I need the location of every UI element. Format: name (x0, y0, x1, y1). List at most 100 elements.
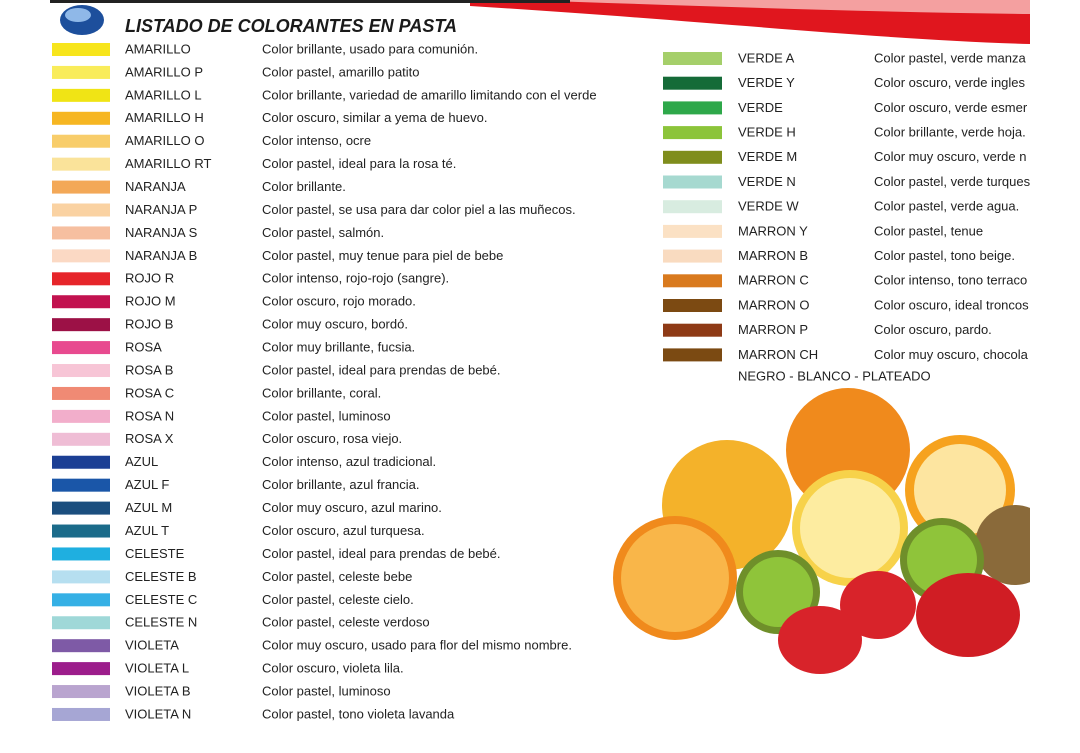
colorant-description: Color pastel, tenue (874, 223, 983, 238)
color-swatch (52, 432, 110, 446)
color-swatch (52, 501, 110, 515)
colorant-name: MARRON O (738, 297, 810, 312)
colorant-name: VIOLETA N (125, 706, 191, 721)
colorant-description: Color oscuro, similar a yema de huevo. (262, 110, 487, 125)
colorant-name: VERDE A (738, 50, 795, 65)
color-swatch (663, 348, 722, 362)
colorant-description: Color pastel, celeste bebe (262, 569, 412, 584)
colorant-description: Color oscuro, verde ingles (874, 75, 1026, 90)
color-swatch (663, 299, 722, 312)
colorant-name: VIOLETA L (125, 661, 189, 676)
colorant-description: Color pastel, luminoso (262, 683, 391, 698)
colorant-name: AMARILLO H (125, 110, 204, 125)
colorant-description: Color intenso, rojo-rojo (sangre). (262, 271, 449, 286)
color-swatch (52, 43, 110, 56)
colorant-description: Color brillante, variedad de amarillo li… (262, 87, 597, 102)
lemon-flesh (800, 478, 900, 578)
colorant-name: AZUL T (125, 523, 169, 538)
colorant-name: AZUL F (125, 477, 169, 492)
colorant-description: Color muy oscuro, azul marino. (262, 500, 442, 515)
color-swatch (52, 134, 110, 148)
color-swatch (663, 150, 722, 164)
title: LISTADO DE COLORANTES EN PASTA (125, 16, 457, 36)
colorant-name: AZUL M (125, 500, 172, 515)
strawberry (840, 571, 916, 639)
colorant-description: Color muy oscuro, verde n (874, 149, 1026, 164)
colorant-description: Color brillante, azul francia. (262, 477, 420, 492)
colorant-description: Color oscuro, azul turquesa. (262, 523, 425, 538)
colorant-description: Color pastel, luminoso (262, 408, 391, 423)
colorant-name: AMARILLO P (125, 64, 203, 79)
orange-flesh (914, 444, 1006, 536)
colorant-description: Color pastel, celeste verdoso (262, 615, 430, 630)
colorant-description: Color oscuro, ideal troncos (874, 297, 1029, 312)
color-swatch (663, 76, 722, 90)
color-swatch (52, 524, 110, 538)
color-swatch (52, 593, 110, 607)
colorant-description: Color muy oscuro, chocola (874, 347, 1029, 362)
color-swatch (52, 478, 110, 492)
colorant-name: VERDE M (738, 149, 797, 164)
colorant-name: AMARILLO L (125, 87, 202, 102)
colorant-description: Color pastel, salmón. (262, 225, 384, 240)
strawberry (778, 606, 862, 674)
colorant-name: VIOLETA B (125, 683, 191, 698)
color-swatch (52, 455, 110, 469)
color-swatch (52, 707, 110, 721)
colorant-description: Color pastel, ideal para prendas de bebé… (262, 362, 501, 377)
orange-flesh (621, 524, 729, 632)
color-swatch (52, 409, 110, 423)
swoosh-highlight (520, 0, 1030, 14)
colorant-name: VERDE (738, 100, 783, 115)
colorant-name: MARRON C (738, 273, 809, 288)
colorant-name: NARANJA P (125, 202, 197, 217)
color-swatch (52, 570, 110, 584)
colorant-description: Color pastel, verde turques (874, 174, 1031, 189)
color-swatch (663, 52, 722, 65)
colorant-description: Color pastel, tono beige. (874, 248, 1015, 263)
colorant-description: Color intenso, tono terraco (874, 273, 1027, 288)
colorant-description: Color oscuro, violeta lila. (262, 661, 404, 676)
color-swatch (663, 101, 722, 115)
color-swatch (663, 175, 722, 189)
colorant-name: MARRON Y (738, 223, 808, 238)
colorant-name: CELESTE N (125, 615, 197, 630)
colorant-description: Color muy oscuro, bordó. (262, 317, 408, 332)
color-swatch (52, 685, 110, 699)
colorant-name: ROSA C (125, 385, 174, 400)
color-swatch (52, 616, 110, 630)
colorant-description: Color intenso, ocre (262, 133, 371, 148)
color-swatch (663, 224, 722, 238)
color-swatch (52, 639, 110, 653)
colorant-description: Color pastel, verde manza (874, 50, 1027, 65)
colorant-description: Color pastel, verde agua. (874, 199, 1019, 214)
colorant-description: Color pastel, amarillo patito (262, 64, 420, 79)
colorant-name: VERDE W (738, 199, 799, 214)
color-swatch (663, 274, 722, 288)
colorant-name: CELESTE C (125, 592, 197, 607)
colorant-description: Color muy oscuro, usado para flor del mi… (262, 638, 572, 653)
color-swatch (52, 65, 110, 79)
colorant-name: MARRON CH (738, 347, 818, 362)
colorant-name: VERDE H (738, 125, 796, 140)
colorant-description: Color brillante, usado para comunión. (262, 41, 478, 56)
footer-note: NEGRO - BLANCO - PLATEADO (738, 368, 931, 383)
colorant-name: AMARILLO O (125, 133, 204, 148)
color-swatch (663, 249, 722, 263)
colorant-name: ROSA N (125, 408, 174, 423)
colorant-name: MARRON P (738, 322, 808, 337)
colorant-description: Color brillante, coral. (262, 385, 381, 400)
logo-shine (65, 8, 91, 22)
colorant-name: AZUL (125, 454, 158, 469)
colorant-description: Color pastel, muy tenue para piel de beb… (262, 248, 503, 263)
color-swatch (52, 88, 110, 102)
fruit-illustration (613, 380, 1080, 753)
color-swatch (52, 157, 110, 171)
colorant-name: ROJO B (125, 317, 173, 332)
colorant-description: Color brillante, verde hoja. (874, 125, 1026, 140)
colorant-name: CELESTE B (125, 569, 197, 584)
color-swatch (663, 126, 722, 140)
colorant-description: Color pastel, ideal para prendas de bebé… (262, 546, 501, 561)
color-swatch (52, 180, 110, 194)
